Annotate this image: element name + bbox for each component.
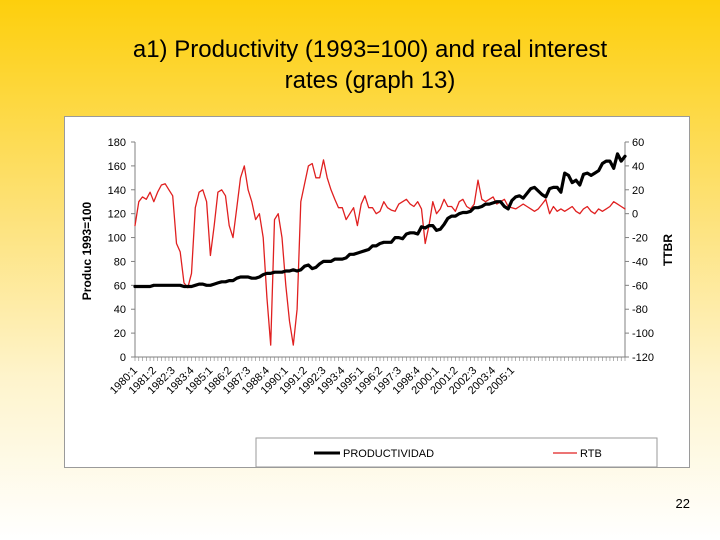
y-tick-label-right: -60 [632, 280, 648, 292]
y-tick-label-right: 40 [632, 161, 644, 173]
productivity-interest-chart: 180 160 140 120 100 80 60 40 20 0 60 40 20 0 -20 -40 -60… [80, 137, 675, 467]
y-tick-label-left: 180 [108, 137, 126, 149]
series [133, 152, 627, 346]
chart-frame: 180 160 140 120 100 80 60 40 20 0 60 40 20 0 -20 -40 -60… [64, 116, 690, 468]
legend-label-rtb: RTB [580, 448, 602, 460]
y-tick-label-left: 40 [114, 304, 126, 316]
y-tick-label-left: 0 [120, 352, 126, 364]
slide-title-line-1: a1) Productivity (1993=100) and real int… [132, 36, 608, 63]
y-tick-label-left: 20 [114, 328, 126, 340]
y-tick-label-right: -120 [632, 352, 654, 364]
y-tick-label-right: 60 [632, 137, 644, 149]
y-axis-label-right: TTBR [661, 234, 675, 266]
legend-label-productividad: PRODUCTIVIDAD [343, 448, 434, 460]
axes [134, 142, 626, 358]
slide-title-line-2: rates (graph 13) [284, 67, 456, 94]
y-tick-label-right: -100 [632, 328, 654, 340]
y-tick-label-right: -40 [632, 256, 648, 268]
y-tick-label-right: -20 [632, 233, 648, 245]
y-tick-label-right: 0 [632, 209, 638, 221]
y-tick-label-left: 80 [114, 256, 126, 268]
slide-title: a1) Productivity (1993=100) and real int… [70, 34, 670, 96]
y-tick-label-right: 20 [632, 185, 644, 197]
y-tick-label-left: 60 [114, 280, 126, 292]
page-number: 22 [675, 496, 690, 511]
y-tick-label-left: 100 [108, 233, 126, 245]
y-tick-label-right: -80 [632, 304, 648, 316]
legend: PRODUCTIVIDAD RTB [255, 437, 658, 467]
series-line-productividad [133, 152, 627, 289]
axis-ticks: 180 160 140 120 100 80 60 40 20 0 60 40 20 0 -20 -40 -60… [108, 137, 654, 397]
y-tick-label-left: 160 [108, 161, 126, 173]
y-axis-label-left: Produc 1993=100 [80, 201, 94, 300]
series-line-rtb [134, 159, 626, 346]
y-tick-label-left: 120 [108, 209, 126, 221]
y-tick-label-left: 140 [108, 185, 126, 197]
